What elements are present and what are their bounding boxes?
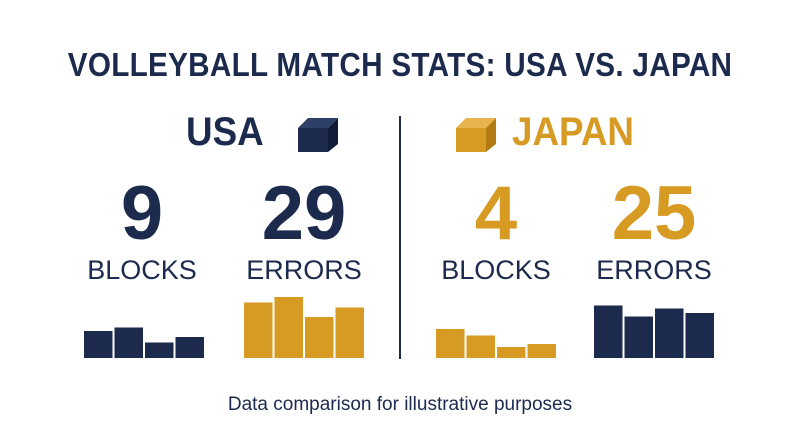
footnote: Data comparison for illustrative purpose… <box>227 394 573 415</box>
japan-errors-bars <box>594 305 714 358</box>
japan-blocks-label: BLOCKS <box>441 255 551 285</box>
bar <box>84 331 113 358</box>
japan-blocks-bars <box>436 329 556 358</box>
bar <box>305 317 334 358</box>
cube-icon <box>456 118 496 152</box>
bar <box>624 316 653 358</box>
bar <box>436 329 465 358</box>
bar <box>655 308 684 358</box>
japan-blocks-value: 4 <box>474 171 518 256</box>
page-title: VOLLEYBALL MATCH STATS: USA VS. JAPAN <box>67 46 733 83</box>
bar <box>274 297 303 358</box>
usa-errors-value: 29 <box>261 171 347 256</box>
cube-icon <box>298 118 338 152</box>
usa-errors-bars <box>244 297 364 358</box>
japan-errors-value: 25 <box>611 171 697 256</box>
usa-errors-label: ERRORS <box>246 255 362 285</box>
usa-blocks-bars <box>84 327 204 358</box>
bar <box>175 336 204 358</box>
bar <box>466 335 495 358</box>
team-divider <box>399 116 401 359</box>
team-name-japan: JAPAN <box>512 110 635 154</box>
team-name-usa: USA <box>186 110 264 154</box>
bar <box>335 307 364 358</box>
bar <box>527 343 556 358</box>
bar <box>114 327 143 358</box>
bar <box>594 305 623 358</box>
usa-blocks-label: BLOCKS <box>87 255 197 285</box>
bar <box>497 347 526 358</box>
bar <box>244 302 273 358</box>
bar <box>145 342 174 358</box>
usa-blocks-value: 9 <box>120 171 164 256</box>
bar <box>685 313 714 358</box>
japan-errors-label: ERRORS <box>596 255 712 285</box>
